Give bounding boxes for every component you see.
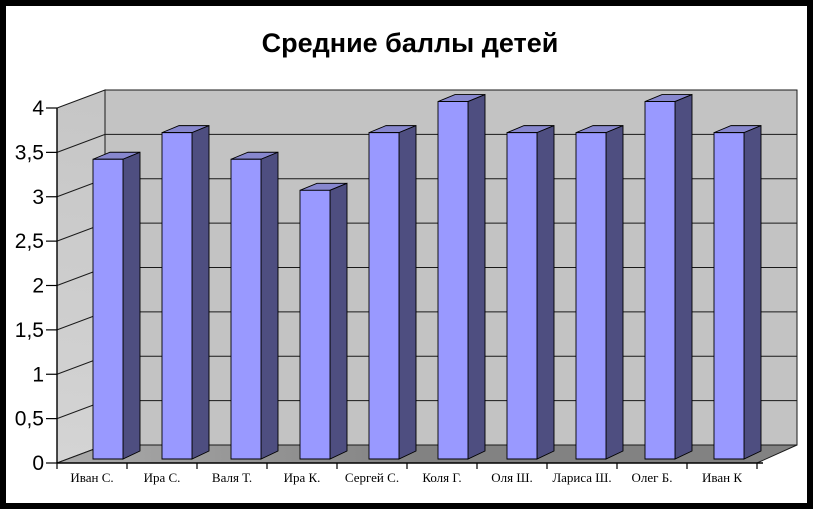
x-axis-category-label: Лариса Ш. [552,470,611,485]
y-axis-tick-label: 2 [32,275,44,298]
bar-front-face [161,132,193,460]
gridline [56,133,797,153]
y-axis-tick-label: 4 [32,97,44,120]
bar-front-face [437,101,469,460]
y-axis-tick-label: 3,5 [15,141,44,164]
bar-front-face [92,158,124,460]
bar [575,124,624,460]
bar-chart-canvas: 0 0,5 1 1,5 2 2,5 3 3,5 4 Иван С. Ира С. Валя Т. Ира… [15,28,798,485]
bar-front-face [575,132,607,460]
x-axis-category-label: Оля Ш. [491,470,532,485]
y-axis-tick-label: 0 [32,452,44,475]
bar-side-face [674,93,693,460]
bar-side-face [191,124,210,460]
bar [644,93,693,460]
bar-front-face [506,132,538,460]
axis-labels: 0 0,5 1 1,5 2 2,5 3 3,5 4 Иван С. Ира С. Валя Т. Ира… [15,97,743,485]
y-axis-tick-label: 3 [32,186,44,209]
bar-side-face [743,124,762,460]
bar-series [92,93,762,460]
x-axis-category-label: Иван С. [70,470,113,485]
y-axis-tick-label: 0,5 [15,408,44,431]
bar [299,182,348,460]
bar [230,151,279,460]
x-axis-category-label: Сергей С. [345,470,399,485]
x-axis-category-label: Ира К. [284,470,321,485]
bar-side-face [398,124,417,460]
y-axis-tick-label: 1,5 [15,319,44,342]
bar-front-face [299,189,331,460]
bar-side-face [329,182,348,460]
bar-side-face [467,93,486,460]
bar-front-face [713,132,745,460]
y-axis-tick-label: 1 [32,363,44,386]
x-axis-category-label: Валя Т. [212,470,252,485]
bar-side-face [536,124,555,460]
bar-side-face [260,151,279,460]
x-axis-category-label: Коля Г. [422,470,461,485]
bar-front-face [230,158,262,460]
bar-side-face [605,124,624,460]
chart-title: Средние баллы детей [262,28,559,58]
x-axis-category-label: Олег Б. [632,470,673,485]
y-axis-tick-label: 2,5 [15,230,44,253]
bar [92,151,141,460]
x-axis-category-label: Иван К [702,470,742,485]
bar-front-face [644,101,676,460]
axes [46,107,763,469]
bar [161,124,210,460]
bar [437,93,486,460]
bar [368,124,417,460]
bar-side-face [122,151,141,460]
bar [713,124,762,460]
x-axis-category-label: Ира С. [144,470,181,485]
bar [506,124,555,460]
bar-front-face [368,132,400,460]
